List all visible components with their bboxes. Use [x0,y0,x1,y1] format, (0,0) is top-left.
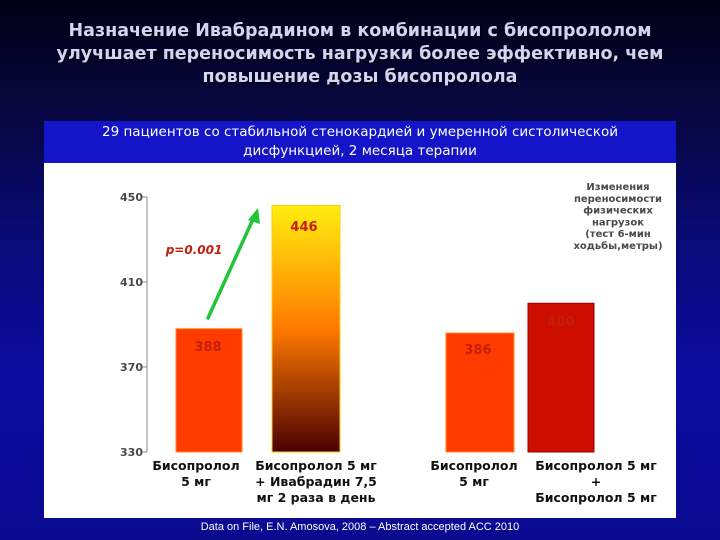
bar [445,332,515,453]
data-label: 400 [547,315,574,330]
axis-layer: 330 370 410 450 [120,191,148,459]
data-label: 386 [464,343,491,358]
significance-arrow [206,215,256,320]
bar [271,205,341,453]
y-axis-label: Изменения переносимости физических нагрузок… [573,182,662,252]
category-label: Бисопролол 5 мг + Ивабрадин 7,5 мг 2 раза … [255,458,377,505]
slide-title: Назначение Ивабрадином в комбинации с би… [56,21,664,87]
chart-subtitle: 29 пациентов со стабильной стенокардией … [44,121,676,163]
bar [175,328,243,453]
category-label: Бисопролол 5 мг [430,458,517,489]
bars-layer [175,205,595,453]
y-tick-label: 330 [120,446,143,459]
bar [527,302,595,453]
footer-citation: Data on File, E.N. Amosova, 2008 – Abstr… [200,521,520,533]
data-label: 446 [290,220,317,235]
annotation-layer: p=0.001 [165,208,260,320]
category-label: Бисопролол 5 мг + Бисопролол 5 мг [535,458,657,505]
labels-layer: 388 446 386 400 Бисопролол 5 мг Бисопролол 5 м… [152,182,662,505]
arrow-head-icon [248,208,260,224]
y-tick-label: 370 [120,361,143,374]
y-tick-label: 410 [120,276,143,289]
category-label: Бисопролол 5 мг [152,458,239,489]
y-tick-label: 450 [120,191,143,204]
p-value-annotation: p=0.001 [165,243,223,257]
data-label: 388 [194,340,221,355]
